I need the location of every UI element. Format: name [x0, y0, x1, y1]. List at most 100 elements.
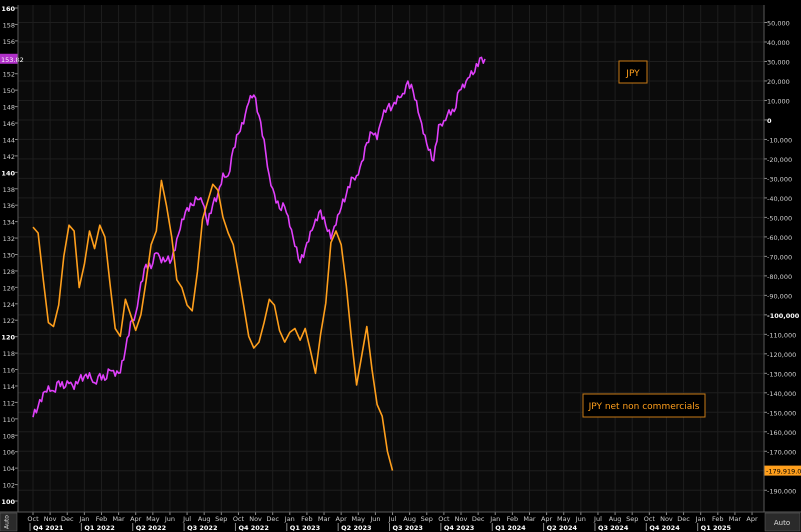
left-tick-label: 118 — [3, 350, 15, 358]
x-month-label: Nov — [455, 515, 468, 523]
left-tick-label: 114 — [3, 383, 15, 391]
x-month-label: Oct — [438, 515, 450, 523]
x-month-label: Jan — [695, 515, 706, 523]
annotations: JPY JPY net non commercials — [582, 60, 706, 418]
x-month-label: Oct — [644, 515, 656, 523]
right-auto-box — [764, 512, 801, 532]
x-month-label: May — [557, 515, 571, 523]
x-month-label: Aug — [609, 515, 622, 523]
right-tick-label: 10,000 — [767, 97, 790, 105]
quarter-label: Q1 2022 — [84, 524, 114, 532]
x-month-label: Feb — [507, 515, 519, 523]
left-tick-label: 134 — [3, 219, 15, 227]
quarter-label: Q3 2022 — [187, 524, 217, 532]
x-month-label: Jul — [593, 515, 602, 523]
right-tick-label: 40,000 — [767, 39, 790, 47]
x-month-label: Dec — [677, 515, 690, 523]
left-tick-label: 156 — [3, 38, 15, 46]
x-month-label: Dec — [266, 515, 279, 523]
left-tick-label: 112 — [3, 399, 15, 407]
right-tick-label: -10,000 — [767, 136, 792, 144]
x-month-label: Feb — [301, 515, 313, 523]
left-auto-box — [0, 512, 18, 532]
x-month-label: Dec — [472, 515, 485, 523]
right-tick-label: -100,000 — [767, 312, 800, 320]
left-last-value-tag — [0, 53, 18, 64]
right-last-value-label: -179,919.0 — [766, 468, 801, 476]
left-tick-label: 130 — [3, 252, 15, 260]
right-tick-label: -120,000 — [767, 351, 796, 359]
x-month-label: Aug — [403, 515, 416, 523]
x-month-label: Jan — [78, 515, 89, 523]
right-last-value-tag — [764, 465, 801, 476]
right-tick-label: -160,000 — [767, 429, 796, 437]
left-tick-label: 142 — [3, 153, 15, 161]
left-tick-label: 158 — [3, 21, 15, 29]
left-tick-label: 106 — [3, 449, 15, 457]
x-axis: Oct Nov Dec Jan Feb Mar Apr May Jun Jul Aug Sep Oct N… — [27, 512, 758, 532]
x-month-label: Aug — [198, 515, 211, 523]
right-tick-label: -150,000 — [767, 409, 796, 417]
quarter-label: Q1 2024 — [495, 524, 526, 532]
plot-area — [18, 5, 764, 512]
x-month-label: Apr — [336, 515, 348, 523]
left-tick-label: 128 — [3, 268, 15, 276]
quarter-label: Q3 2023 — [393, 524, 423, 532]
x-month-label: Nov — [249, 515, 262, 523]
left-auto-label: Auto — [4, 515, 11, 529]
left-tick-label: 152 — [3, 71, 15, 79]
series-line-jpy — [32, 56, 486, 418]
left-axis: 100 102 104 106 108 110 112 114 116 118 120 122 124 1… — [0, 5, 24, 532]
left-tick-label: 148 — [3, 104, 15, 112]
x-month-label: Jun — [575, 515, 586, 523]
right-tick-label: -130,000 — [767, 370, 796, 378]
annotation-jpy-box — [618, 60, 648, 84]
x-month-label: Oct — [233, 515, 245, 523]
left-tick-label: 136 — [3, 202, 15, 210]
right-tick-label: 0 — [767, 117, 772, 125]
x-month-label: May — [352, 515, 366, 523]
left-tick-label: 124 — [3, 301, 15, 309]
x-month-label: Nov — [660, 515, 673, 523]
x-month-label: May — [146, 515, 160, 523]
x-month-label: Nov — [44, 515, 57, 523]
quarter-label: Q2 2022 — [136, 524, 166, 532]
right-tick-label: 30,000 — [767, 58, 790, 66]
x-month-label: Sep — [215, 515, 227, 523]
left-tick-label: 138 — [3, 186, 15, 194]
right-tick-label: -110,000 — [767, 331, 796, 339]
x-month-label: Mar — [523, 515, 536, 523]
right-auto-label: Auto — [774, 519, 790, 527]
right-tick-label: 50,000 — [767, 19, 790, 27]
left-tick-label: 144 — [3, 136, 15, 144]
quarter-label: Q4 2023 — [444, 524, 474, 532]
left-tick-label: 108 — [3, 432, 15, 440]
x-month-label: Apr — [541, 515, 553, 523]
x-month-label: Jan — [489, 515, 500, 523]
right-tick-label: -40,000 — [767, 195, 792, 203]
x-month-label: Feb — [96, 515, 108, 523]
right-tick-label: -30,000 — [767, 175, 792, 183]
left-tick-label: 120 — [1, 334, 15, 342]
annotation-net-box — [582, 393, 706, 418]
right-tick-label: -170,000 — [767, 448, 796, 456]
x-month-label: Jul — [182, 515, 191, 523]
left-tick-label: 104 — [3, 465, 15, 473]
x-month-label: Mar — [318, 515, 331, 523]
left-tick-label: 126 — [3, 284, 15, 292]
left-tick-label: 116 — [3, 367, 15, 375]
right-tick-label: -140,000 — [767, 390, 796, 398]
x-month-label: Apr — [746, 515, 758, 523]
quarter-label: Q4 2024 — [649, 524, 680, 532]
quarter-label: Q2 2024 — [547, 524, 578, 532]
right-tick-label: -80,000 — [767, 273, 792, 281]
x-month-label: Mar — [729, 515, 742, 523]
x-month-label: Feb — [712, 515, 724, 523]
quarter-label: Q3 2024 — [598, 524, 629, 532]
quarter-label: Q4 2022 — [238, 524, 268, 532]
left-last-value-label: 153.82 — [1, 56, 24, 64]
quarter-label: Q4 2021 — [33, 524, 64, 532]
grid — [18, 5, 764, 512]
series-layer — [32, 56, 486, 471]
